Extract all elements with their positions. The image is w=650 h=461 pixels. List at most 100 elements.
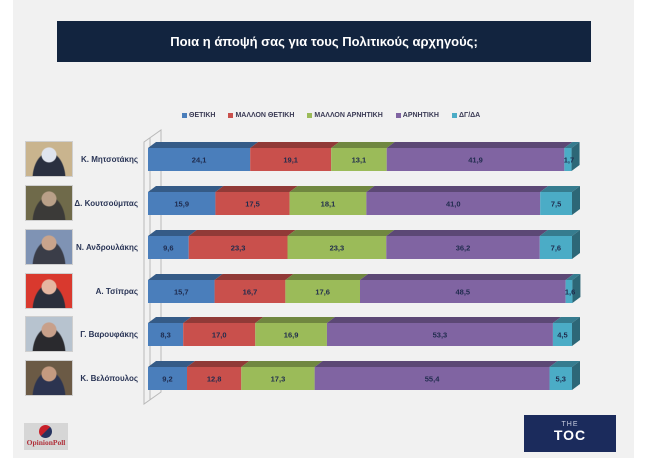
chart-title: Ποια η άποψή σας για τους Πολιτικούς αρχ… [170, 34, 478, 49]
chart-axis-wall [143, 129, 162, 405]
bar-top-1-0 [250, 142, 340, 148]
bar-end-cap [571, 142, 580, 171]
opinion-poll-logo-text: OpinionPoll [26, 438, 66, 447]
data-label: 55,4 [425, 375, 440, 384]
bar-segment [386, 236, 540, 259]
bar-top-0-0 [148, 142, 259, 148]
legend-swatch-positive [182, 113, 187, 118]
bar-segment [314, 367, 550, 390]
data-label: 9,2 [162, 375, 172, 384]
bar-top-1-4 [183, 317, 264, 323]
legend: ΘΕΤΙΚΗ ΜΑΛΛΟΝ ΘΕΤΙΚΗ ΜΑΛΛΟΝ ΑΡΝΗΤΙΚΗ ΑΡΝ… [182, 112, 480, 119]
data-label: 17,3 [271, 375, 286, 384]
bar-top-0-2 [148, 230, 197, 236]
data-label: 36,2 [456, 244, 471, 253]
leader-photo [25, 141, 73, 177]
bar-segment [549, 367, 572, 390]
data-label: 17,5 [245, 200, 260, 209]
bar-segment [540, 192, 572, 215]
bar-segment [331, 148, 387, 171]
leader-name-label: Κ. Μητσοτάκης [80, 155, 138, 164]
bar-segment [188, 236, 288, 259]
bar-segment [250, 148, 332, 171]
bar-top-2-5 [241, 361, 323, 367]
bar-end-cap [572, 317, 580, 346]
bar-segment [241, 367, 315, 390]
data-label: 7,6 [551, 244, 561, 253]
data-label: 17,0 [212, 331, 227, 340]
legend-label-rather-positive: ΜΑΛΛΟΝ ΘΕΤΙΚΗ [235, 112, 295, 119]
bar-end-cap [572, 361, 580, 390]
leader-photo [25, 185, 73, 221]
bar-segment [287, 236, 387, 259]
data-label: 41,0 [446, 200, 461, 209]
data-label: 48,5 [456, 288, 471, 297]
bar-top-4-5 [549, 361, 580, 367]
bar-top-2-2 [287, 230, 395, 236]
data-label: 7,5 [551, 200, 561, 209]
bar-top-4-0 [564, 142, 580, 148]
bar-top-2-4 [255, 317, 335, 323]
bar-top-3-3 [360, 274, 574, 280]
opinion-poll-logo: OpinionPoll [24, 423, 68, 450]
bar-top-0-5 [148, 361, 196, 367]
bar-top-0-3 [148, 274, 223, 280]
bar-segment [214, 280, 286, 303]
data-label: 16,9 [284, 331, 299, 340]
bar-segment [183, 323, 256, 346]
data-label: 16,7 [243, 288, 258, 297]
bar-top-4-1 [540, 186, 580, 192]
legend-item-negative: ΑΡΝΗΤΙΚΗ [395, 112, 439, 119]
bar-top-0-4 [148, 317, 192, 323]
leader-photo [25, 273, 73, 309]
data-label: 19,1 [283, 156, 298, 165]
legend-swatch-negative [395, 113, 401, 118]
bar-segment [187, 367, 242, 390]
data-label: 23,3 [231, 244, 246, 253]
data-label: 18,1 [321, 200, 336, 209]
leader-name-label: Α. Τσίπρας [95, 287, 138, 296]
legend-item-rather-positive: ΜΑΛΛΟΝ ΘΕΤΙΚΗ [228, 112, 294, 119]
data-label: 12,8 [207, 375, 222, 384]
bar-top-4-2 [539, 230, 580, 236]
bar-segment [386, 148, 565, 171]
data-label: 9,6 [163, 244, 173, 253]
bar-top-1-1 [215, 186, 298, 192]
leader-photo [25, 360, 73, 396]
legend-label-rather-negative: ΜΑΛΛΟΝ ΑΡΝΗΤΙΚΗ [314, 112, 383, 119]
bar-segment [148, 367, 188, 390]
bar-top-3-4 [326, 317, 561, 323]
bar-top-1-5 [187, 361, 250, 367]
bar-top-4-4 [552, 317, 580, 323]
data-label: 4,5 [557, 331, 567, 340]
data-label: 1,6 [565, 288, 575, 297]
data-label: 23,3 [330, 244, 345, 253]
bar-top-4-3 [565, 274, 581, 280]
legend-item-positive: ΘΕΤΙΚΗ [182, 112, 215, 119]
bar-top-1-3 [214, 274, 294, 280]
data-label: 5,3 [556, 375, 566, 384]
data-label: 15,7 [174, 288, 189, 297]
bar-top-2-3 [285, 274, 368, 280]
bar-segment [552, 323, 572, 346]
opinion-poll-logo-mark [39, 425, 52, 438]
bar-segment [326, 323, 553, 346]
bar-top-3-0 [386, 142, 573, 148]
legend-swatch-rather-negative [307, 113, 313, 118]
data-label: 53,3 [433, 331, 448, 340]
bar-end-cap [572, 274, 581, 303]
the-toc-logo: THE TOC [524, 415, 616, 452]
the-toc-logo-the: THE [561, 421, 579, 428]
bar-segment [285, 280, 360, 303]
legend-label-positive: ΘΕΤΙΚΗ [189, 112, 216, 119]
bar-top-0-1 [148, 186, 224, 192]
bar-segment [255, 323, 327, 346]
legend-item-rather-negative: ΜΑΛΛΟΝ ΑΡΝΗΤΙΚΗ [307, 112, 383, 119]
bar-top-3-2 [386, 230, 548, 236]
the-toc-logo-toc: TOC [553, 427, 587, 443]
data-label: 1,7 [564, 156, 574, 165]
title-banner: Ποια η άποψή σας για τους Πολιτικούς αρχ… [57, 21, 591, 62]
bar-segment [564, 148, 572, 171]
data-label: 41,9 [468, 156, 483, 165]
